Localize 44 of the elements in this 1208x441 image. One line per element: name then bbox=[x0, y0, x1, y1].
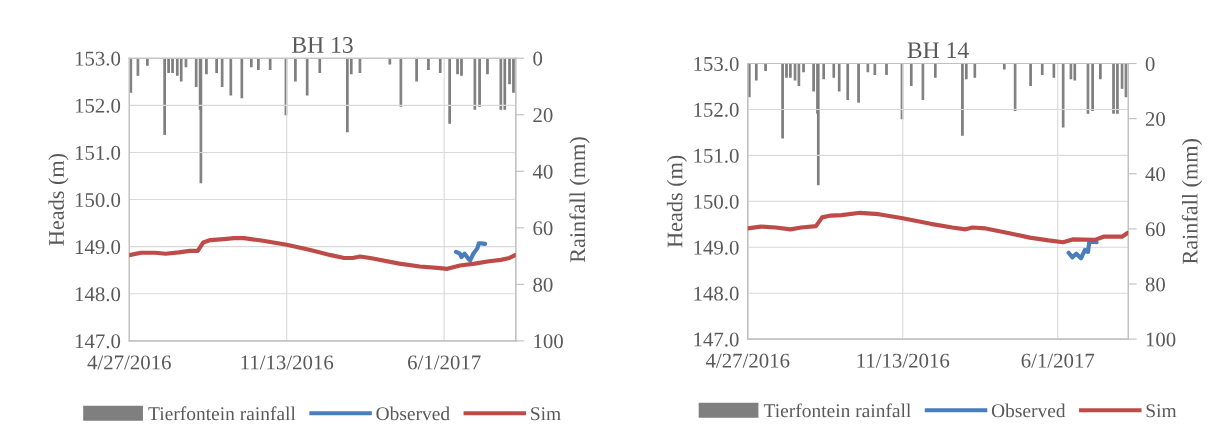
y2-tick-label: 0 bbox=[1145, 56, 1155, 71]
y2-tick-label: 40 bbox=[1145, 167, 1165, 182]
y2-tick-label: 20 bbox=[1145, 112, 1165, 127]
legend-label: Tierfontein rainfall bbox=[763, 403, 911, 418]
legend-label: Sim bbox=[1146, 404, 1177, 418]
y-tick-label: 150.0 bbox=[75, 192, 121, 208]
y2-axis-title: Rainfall (mm) bbox=[1181, 139, 1203, 264]
x-tick-label: 6/1/2017 bbox=[408, 355, 481, 370]
y-axis-title: Heads (m) bbox=[666, 155, 687, 248]
y-tick-label: 152.0 bbox=[694, 102, 739, 117]
y2-tick-label: 100 bbox=[1146, 332, 1176, 347]
y-tick-label: 148.0 bbox=[694, 286, 739, 301]
x-tick-label: 4/27/2016 bbox=[87, 355, 171, 370]
x-tick-label: 11/13/2016 bbox=[857, 353, 950, 368]
y2-tick-label: 60 bbox=[1145, 222, 1165, 237]
y-tick-label: 151.0 bbox=[75, 145, 121, 160]
y-tick-label: 151.0 bbox=[694, 148, 739, 163]
y2-tick-label: 80 bbox=[1145, 277, 1165, 292]
y2-tick-label: 80 bbox=[533, 277, 553, 292]
y-tick-label: 149.0 bbox=[75, 240, 121, 255]
y2-tick-label: 20 bbox=[533, 108, 553, 123]
y-axis-title: Heads (m) bbox=[48, 153, 69, 246]
y2-tick-label: 60 bbox=[533, 221, 553, 236]
y2-tick-label: 0 bbox=[533, 51, 543, 66]
y-tick-label: 149.0 bbox=[694, 240, 739, 255]
x-tick-label: 11/13/2016 bbox=[241, 355, 334, 370]
y-tick-label: 147.0 bbox=[694, 332, 739, 347]
y2-axis-title: Rainfall (mm) bbox=[569, 137, 590, 263]
y2-tick-label: 100 bbox=[534, 334, 563, 349]
y-tick-label: 153.0 bbox=[694, 56, 739, 72]
y-tick-label: 147.0 bbox=[75, 334, 121, 349]
legend-label: Observed bbox=[991, 403, 1066, 418]
y-tick-label: 148.0 bbox=[75, 287, 121, 302]
chart-title: BH 13 bbox=[292, 37, 353, 53]
y-tick-label: 152.0 bbox=[75, 98, 121, 113]
y2-tick-label: 40 bbox=[532, 164, 553, 179]
y-tick-label: 153.0 bbox=[75, 51, 121, 66]
legend-label: Tierfontein rainfall bbox=[148, 406, 296, 421]
legend-label: Observed bbox=[376, 406, 450, 421]
x-tick-label: 6/1/2017 bbox=[1021, 353, 1095, 368]
legend-label: Sim bbox=[531, 407, 561, 421]
y-tick-label: 150.0 bbox=[694, 194, 739, 209]
chart-title: BH 14 bbox=[907, 42, 969, 59]
x-tick-label: 4/27/2016 bbox=[705, 353, 790, 368]
